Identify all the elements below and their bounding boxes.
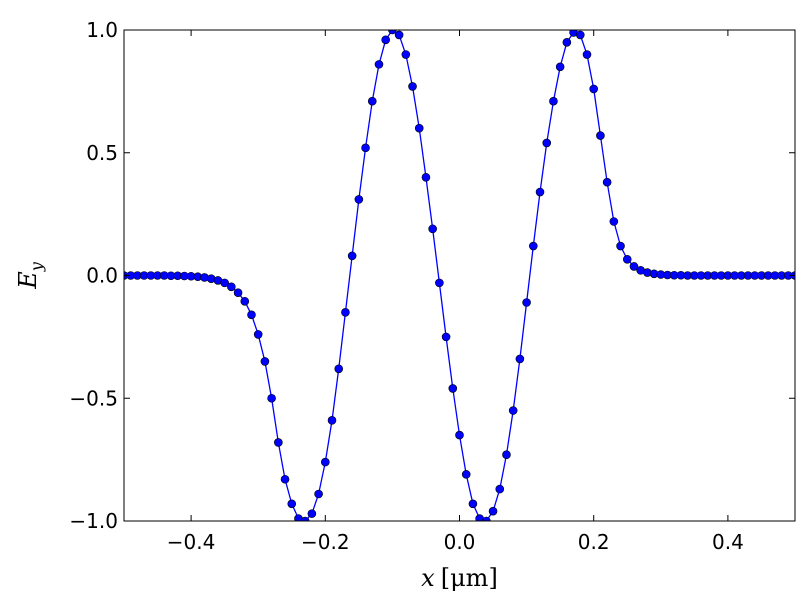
data-point [381,35,390,45]
data-point [515,354,525,364]
data-point [488,506,498,516]
y-tick-label: 0.0 [86,264,118,288]
data-point [602,177,612,187]
data-point [609,217,619,226]
data-point [408,82,417,91]
data-point [388,30,397,35]
data-point [562,37,572,47]
data-point [233,288,243,297]
x-tick-label: −0.4 [167,530,216,554]
data-point [327,416,337,425]
data-point [367,96,377,106]
data-point [508,406,518,415]
x-tick-label: 0.4 [712,530,744,554]
data-point [582,50,592,59]
data-point [374,60,384,69]
data-point [529,241,538,251]
data-point [361,143,370,153]
y-axis-subscript: y [27,261,46,272]
data-point [394,30,404,40]
x-axis-label: x [μm] [421,564,498,592]
data-point [307,509,317,518]
data-point [461,470,471,479]
data-point [468,499,478,509]
data-point [220,278,229,288]
data-point [347,251,357,261]
data-point [314,489,323,499]
data-point [455,430,464,440]
data-point [260,357,270,366]
data-point [622,254,632,264]
data-point [414,123,424,133]
data-point [274,438,283,447]
data-point [320,457,330,467]
data-point [535,187,545,197]
data-point [441,332,451,342]
y-tick-label: 1.0 [86,18,118,42]
data-point [555,62,565,72]
data-point [300,516,310,521]
x-axis-unit: [μm] [441,564,498,592]
data-point [253,330,263,339]
y-axis-base: E [14,271,42,290]
data-point [596,131,605,140]
data-point [522,298,531,307]
x-tick-label: 0.2 [578,530,610,554]
data-point [287,499,297,509]
data-point [401,50,411,59]
y-axis-label: Ey [14,261,46,290]
data-point [280,474,290,484]
data-point [227,282,236,292]
y-tick-label: −0.5 [69,386,118,410]
plot-layer [124,30,795,521]
data-point [502,450,511,460]
data-point [616,241,625,251]
x-axis-variable: x [421,564,435,592]
data-point [334,364,344,374]
x-tick-label: 0.0 [444,530,476,554]
data-point [240,296,250,306]
data-point [629,262,639,271]
data-point [448,384,458,393]
data-point [542,138,552,148]
data-point [589,84,599,94]
data-point [428,224,437,234]
data-point [575,30,585,40]
data-point [267,393,276,403]
x-tick-label: −0.2 [301,530,350,554]
tick-layer: −0.4 −0.2 0.0 0.2 0.4 −1.0 −0.5 0.0 0.5 1.0 [69,18,795,554]
data-point [421,173,431,182]
data-point [354,195,364,204]
y-tick-label: −1.0 [69,509,118,533]
data-point [435,278,444,288]
data-point [482,516,491,521]
data-point [549,96,558,106]
y-tick-label: 0.5 [86,141,118,165]
data-point [495,484,505,494]
data-point [341,308,350,317]
data-point [247,310,256,320]
